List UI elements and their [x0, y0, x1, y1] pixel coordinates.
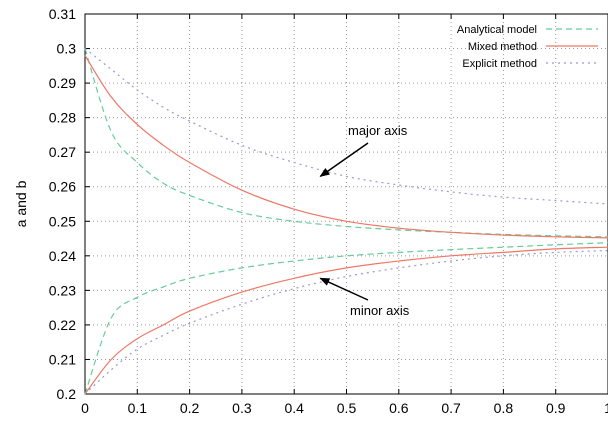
x-tick-label: 0.7: [441, 400, 461, 416]
x-tick-label: 0.4: [284, 400, 304, 416]
series-lines: [84, 48, 608, 395]
legend: Analytical model Mixed method Explicit met…: [457, 24, 598, 70]
annotation-arrow: [319, 277, 369, 301]
y-tick-label: 0.21: [49, 351, 76, 367]
x-tick-label: 0.2: [180, 400, 200, 416]
y-axis-label: a and b: [13, 180, 29, 227]
y-tick-label: 0.25: [49, 213, 76, 229]
legend-label: Mixed method: [468, 41, 537, 53]
x-tick-label: 0: [81, 400, 89, 416]
series-line-mixed-method-major-axis: [84, 55, 608, 239]
y-tick-label: 0.28: [49, 110, 76, 126]
y-tick-label: 0.27: [49, 144, 76, 160]
series-line-mixed-method-minor-axis: [84, 246, 608, 395]
series-line-analytical-model-major-axis: [84, 48, 608, 238]
legend-label: Explicit method: [462, 58, 537, 70]
y-tick-label: 0.31: [49, 6, 76, 22]
y-tick-label: 0.23: [49, 282, 76, 298]
grid: [85, 14, 608, 394]
y-tick-label: 0.2: [57, 386, 77, 402]
legend-label: Analytical model: [457, 24, 537, 36]
y-tick-label: 0.3: [57, 41, 77, 57]
annotations: major axis minor axis: [319, 123, 410, 318]
y-tick-label: 0.24: [49, 248, 76, 264]
y-tick-label: 0.29: [49, 75, 76, 91]
series-line-explicit-method-major-axis: [84, 48, 608, 205]
x-tick-label: 0.6: [389, 400, 409, 416]
axis-ticks: 0 0.1 0.2 0.3 0.4 0.5 0.6 0.7 0.8 0.9 1 0.2 0.21 0.22…: [49, 6, 608, 416]
annotation-major-axis: major axis: [348, 123, 408, 138]
series-line-analytical-model-minor-axis: [84, 242, 608, 395]
y-tick-label: 0.26: [49, 179, 76, 195]
annotation-minor-axis: minor axis: [350, 303, 410, 318]
y-tick-label: 0.22: [49, 317, 76, 333]
x-tick-label: 1: [604, 400, 608, 416]
x-tick-label: 0.8: [494, 400, 514, 416]
x-tick-label: 0.5: [337, 400, 357, 416]
x-tick-label: 0.3: [232, 400, 252, 416]
x-tick-label: 0.1: [128, 400, 148, 416]
annotation-arrow: [319, 142, 369, 177]
x-tick-label: 0.9: [546, 400, 566, 416]
